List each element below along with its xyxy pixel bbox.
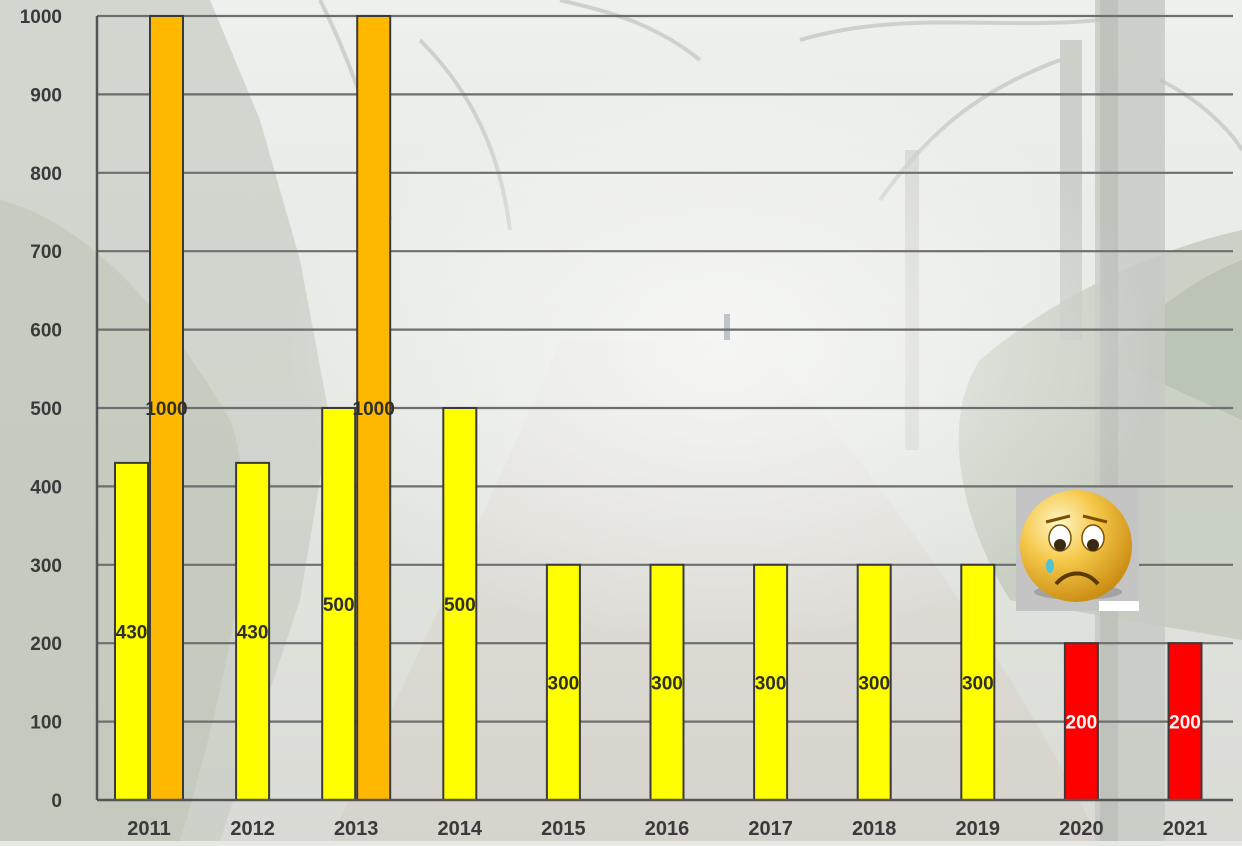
data-label-2019: 300 [962,673,994,694]
bar-2013-second [356,15,392,801]
x-tick-label-2020: 2020 [1059,818,1104,840]
y-tick-label-700: 700 [30,242,62,263]
bar-2015 [545,563,581,801]
y-tick-label-0: 0 [51,791,62,812]
data-label-2020: 200 [1066,713,1098,734]
bar-2018 [856,563,892,801]
data-labels: 430 1000 430 500 1000 500 300 300 300 300 300 200 20… [116,399,1201,734]
data-label-2015: 300 [548,673,580,694]
data-label-2011: 430 [116,622,148,643]
data-label-2021: 200 [1169,713,1201,734]
y-tick-label-900: 900 [30,85,62,106]
x-tick-label-2012: 2012 [230,818,275,840]
bar-2012 [235,461,271,801]
y-tick-label-400: 400 [30,477,62,498]
data-label-2013: 500 [323,595,355,616]
data-label-2011-second: 1000 [145,399,187,420]
x-tick-label-2019: 2019 [956,818,1001,840]
data-label-2012: 430 [237,622,269,643]
y-tick-label-100: 100 [30,713,62,734]
x-axis: 2011 2012 2013 2014 2015 2016 2017 2018 2019 2020… [97,798,1233,840]
x-tick-label-2018: 2018 [852,818,897,840]
data-label-2018: 300 [858,673,890,694]
y-tick-label-1000: 1000 [20,7,62,28]
x-tick-label-2021: 2021 [1163,818,1208,840]
bar-2011-second [149,15,184,801]
y-tick-label-200: 200 [30,634,62,655]
data-label-2014: 500 [444,595,476,616]
x-tick-label-2014: 2014 [438,818,483,840]
x-tick-label-2013: 2013 [334,818,379,840]
y-axis: 0 100 200 300 400 500 600 700 800 900 1000 [20,7,99,812]
x-tick-label-2017: 2017 [748,818,793,840]
bar-2021 [1167,642,1203,802]
y-tick-label-500: 500 [30,399,62,420]
sad-crying-face-icon [1016,488,1139,611]
bar-2020 [1063,642,1099,802]
y-tick-label-800: 800 [30,164,62,185]
bar-2017 [753,563,789,801]
bar-2016 [649,563,685,801]
bar-2019 [960,563,996,801]
data-label-2016: 300 [651,673,683,694]
x-tick-label-2016: 2016 [645,818,690,840]
data-label-2017: 300 [755,673,787,694]
x-tick-label-2015: 2015 [541,818,586,840]
x-tick-label-2011: 2011 [127,818,170,840]
y-tick-label-300: 300 [30,556,62,577]
data-label-2013-second: 1000 [353,399,395,420]
bars [114,15,1203,802]
y-tick-label-600: 600 [30,321,62,342]
bar-2011 [114,461,149,801]
